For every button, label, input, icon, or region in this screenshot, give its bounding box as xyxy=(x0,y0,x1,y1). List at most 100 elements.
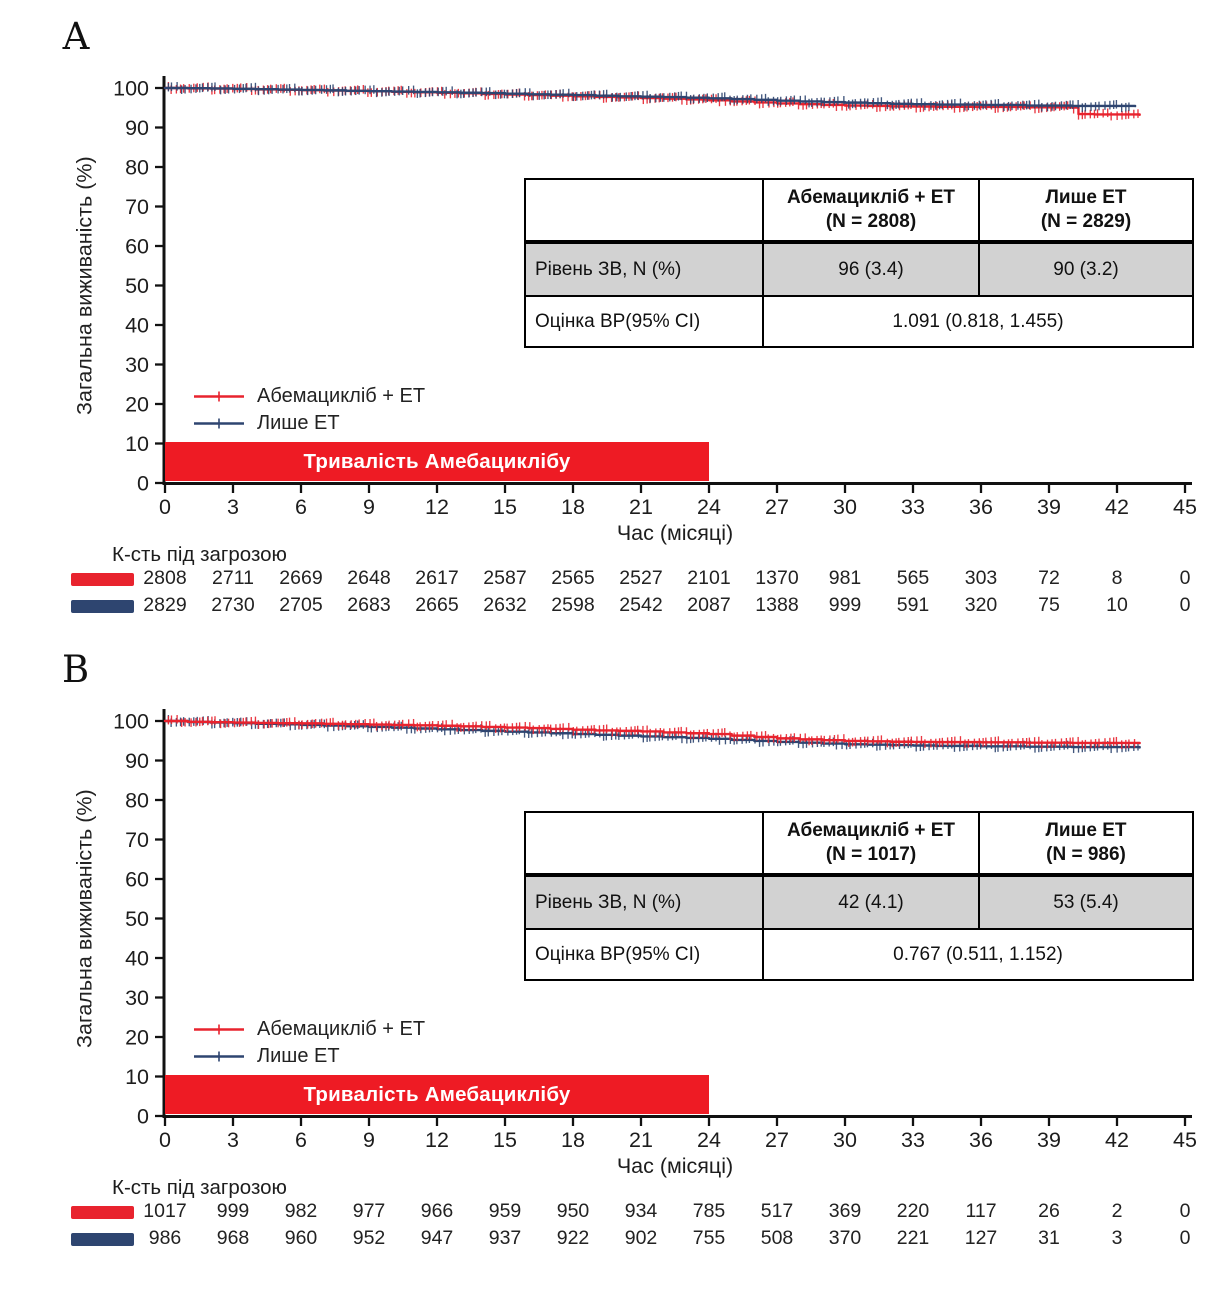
risk-swatch-icon xyxy=(71,1233,134,1246)
svg-text:36: 36 xyxy=(969,1128,993,1152)
legend-item-et-only: Лише ЕТ xyxy=(192,410,425,437)
svg-text:42: 42 xyxy=(1105,1128,1129,1152)
svg-text:27: 27 xyxy=(765,495,789,519)
risk-count: 934 xyxy=(624,1200,658,1222)
risk-count: 72 xyxy=(1038,567,1060,589)
risk-count: 922 xyxy=(556,1227,590,1249)
x-axis-label: Час (місяці) xyxy=(616,1154,734,1178)
legend-item-abemaciclib: Абемацикліб + ЕТ xyxy=(192,1016,425,1043)
inset-stats-table: Абемацикліб + ЕТ (N = 2808) Лише ЕТ (N =… xyxy=(524,178,1194,348)
svg-text:0: 0 xyxy=(137,1105,149,1129)
inset-header-row: Абемацикліб + ЕТ (N = 1017) Лише ЕТ (N =… xyxy=(524,811,1194,877)
x-axis-label: Час (місяці) xyxy=(616,521,734,545)
svg-text:39: 39 xyxy=(1037,1128,1061,1152)
svg-text:40: 40 xyxy=(125,947,149,971)
svg-text:15: 15 xyxy=(493,1128,517,1152)
risk-count: 3 xyxy=(1111,1227,1123,1249)
inset-value-cell: 1.091 (0.818, 1.455) xyxy=(762,295,1194,348)
svg-text:90: 90 xyxy=(125,749,149,773)
risk-table-label: К-сть під загрозою xyxy=(112,1176,287,1199)
svg-text:3: 3 xyxy=(227,495,239,519)
legend-label: Абемацикліб + ЕТ xyxy=(257,1018,426,1040)
risk-count: 0 xyxy=(1179,594,1191,616)
legend-label: Лише ЕТ xyxy=(257,1045,340,1067)
svg-text:39: 39 xyxy=(1037,495,1061,519)
risk-count: 0 xyxy=(1179,1227,1191,1249)
risk-count: 517 xyxy=(760,1200,794,1222)
inset-os-rate-row: Рівень ЗВ, N (%) 96 (3.4) 90 (3.2) xyxy=(524,241,1194,297)
risk-count: 959 xyxy=(488,1200,522,1222)
risk-count: 0 xyxy=(1179,1200,1191,1222)
inset-value-cell: 96 (3.4) xyxy=(762,241,980,297)
risk-swatch-icon xyxy=(71,1206,134,1219)
svg-text:9: 9 xyxy=(363,1128,375,1152)
svg-text:80: 80 xyxy=(125,156,149,180)
svg-text:3: 3 xyxy=(227,1128,239,1152)
km-line-censor-icon xyxy=(194,1051,244,1062)
risk-count: 1370 xyxy=(755,567,799,589)
inset-hr-row: Оцінка ВР(95% CI) 0.767 (0.511, 1.152) xyxy=(524,928,1194,981)
legend: Абемацикліб + ЕТ Лише ЕТ xyxy=(192,1016,425,1070)
risk-count: 2565 xyxy=(551,567,595,589)
risk-count: 755 xyxy=(692,1227,726,1249)
svg-text:30: 30 xyxy=(833,495,857,519)
risk-count: 2632 xyxy=(483,594,527,616)
risk-count: 10 xyxy=(1106,594,1128,616)
risk-count: 2542 xyxy=(619,594,663,616)
km-line-censor-icon xyxy=(194,418,244,429)
svg-text:27: 27 xyxy=(765,1128,789,1152)
risk-count: 2711 xyxy=(212,567,254,589)
risk-row-abemaciclib: 1017 999 982 977 966 959 950 934 785 517 369 220 117… xyxy=(0,1200,1231,1227)
svg-text:15: 15 xyxy=(493,495,517,519)
svg-text:90: 90 xyxy=(125,116,149,140)
svg-text:50: 50 xyxy=(125,274,149,298)
km-line-censor-icon xyxy=(194,391,244,402)
risk-row-abemaciclib: 2808 2711 2669 2648 2617 2587 2565 2527 2101 1370… xyxy=(0,567,1231,594)
risk-count: 950 xyxy=(556,1200,590,1222)
svg-text:18: 18 xyxy=(561,495,585,519)
inset-row-label: Оцінка ВР(95% CI) xyxy=(524,928,764,981)
risk-count: 2527 xyxy=(619,567,663,589)
inset-os-rate-row: Рівень ЗВ, N (%) 42 (4.1) 53 (5.4) xyxy=(524,874,1194,930)
risk-count: 2808 xyxy=(143,567,187,589)
svg-text:9: 9 xyxy=(363,495,375,519)
risk-count: 986 xyxy=(148,1227,182,1249)
inset-value-cell: 42 (4.1) xyxy=(762,874,980,930)
svg-text:10: 10 xyxy=(125,1065,149,1089)
risk-count: 968 xyxy=(216,1227,250,1249)
risk-count: 75 xyxy=(1038,594,1060,616)
inset-value-cell: 90 (3.2) xyxy=(978,241,1194,297)
svg-text:36: 36 xyxy=(969,495,993,519)
risk-count: 785 xyxy=(692,1200,726,1222)
duration-bar: Тривалість Амебациклібу xyxy=(165,1075,709,1114)
inset-col1-header: Абемацикліб + ЕТ (N = 1017) xyxy=(762,811,980,877)
duration-bar-label: Тривалість Амебациклібу xyxy=(303,1082,571,1106)
risk-count: 2648 xyxy=(347,567,391,589)
svg-text:80: 80 xyxy=(125,789,149,813)
svg-text:45: 45 xyxy=(1173,1128,1197,1152)
risk-count: 966 xyxy=(420,1200,454,1222)
risk-count: 999 xyxy=(216,1200,250,1222)
svg-text:30: 30 xyxy=(125,353,149,377)
inset-header-row: Абемацикліб + ЕТ (N = 2808) Лише ЕТ (N =… xyxy=(524,178,1194,244)
legend-item-abemaciclib: Абемацикліб + ЕТ xyxy=(192,383,425,410)
svg-text:12: 12 xyxy=(425,495,449,519)
svg-text:20: 20 xyxy=(125,393,149,417)
svg-text:42: 42 xyxy=(1105,495,1129,519)
inset-col1-header: Абемацикліб + ЕТ (N = 2808) xyxy=(762,178,980,244)
risk-swatch-icon xyxy=(71,600,134,613)
risk-count: 2 xyxy=(1111,1200,1123,1222)
inset-empty-cell xyxy=(524,811,764,877)
risk-count: 220 xyxy=(896,1200,930,1222)
svg-text:40: 40 xyxy=(125,314,149,338)
risk-count: 981 xyxy=(828,567,862,589)
svg-text:24: 24 xyxy=(697,495,721,519)
risk-count: 2705 xyxy=(279,594,323,616)
svg-text:18: 18 xyxy=(561,1128,585,1152)
svg-text:0: 0 xyxy=(159,1128,171,1152)
svg-text:45: 45 xyxy=(1173,495,1197,519)
svg-text:60: 60 xyxy=(125,868,149,892)
svg-text:30: 30 xyxy=(833,1128,857,1152)
svg-text:30: 30 xyxy=(125,986,149,1010)
